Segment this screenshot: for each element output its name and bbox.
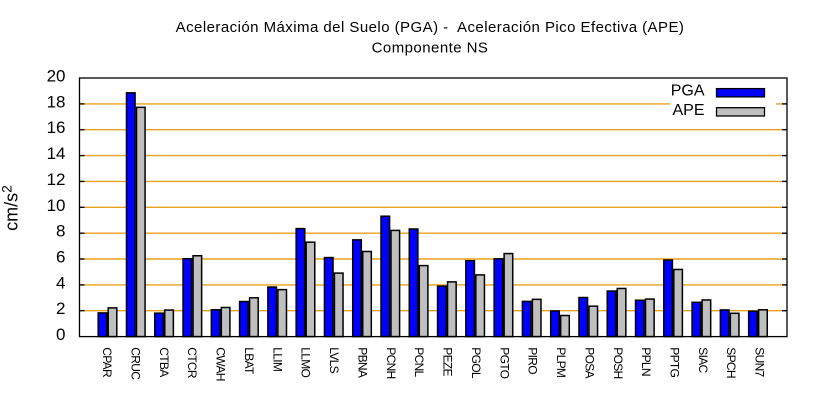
svg-text:CTBA: CTBA xyxy=(157,347,171,377)
svg-text:LVLS: LVLS xyxy=(327,347,341,373)
svg-text:PCNL: PCNL xyxy=(412,347,426,377)
svg-text:APE: APE xyxy=(672,102,704,119)
svg-text:SIAC: SIAC xyxy=(696,347,710,373)
svg-text:Componente NS: Componente NS xyxy=(372,39,489,56)
svg-text:PPTG: PPTG xyxy=(668,347,682,377)
svg-text:6: 6 xyxy=(56,248,65,267)
svg-text:CTCR: CTCR xyxy=(185,347,199,379)
svg-text:8: 8 xyxy=(56,222,65,241)
svg-text:PGTO: PGTO xyxy=(497,347,511,378)
svg-text:POSA: POSA xyxy=(582,347,596,378)
svg-text:PGA: PGA xyxy=(671,82,705,99)
svg-text:16: 16 xyxy=(47,118,66,137)
svg-text:LLMO: LLMO xyxy=(299,347,313,377)
svg-text:PPLN: PPLN xyxy=(639,347,653,376)
svg-text:PBNA: PBNA xyxy=(355,347,369,378)
svg-text:18: 18 xyxy=(47,92,66,111)
svg-text:PGOL: PGOL xyxy=(469,347,483,379)
svg-text:12: 12 xyxy=(47,170,66,189)
svg-text:14: 14 xyxy=(47,144,66,163)
svg-text:SPCH: SPCH xyxy=(724,347,738,378)
svg-text:10: 10 xyxy=(47,196,66,215)
svg-text:cm/s2: cm/s2 xyxy=(0,185,22,231)
svg-text:CRUC: CRUC xyxy=(128,347,142,380)
svg-text:2: 2 xyxy=(56,299,65,318)
svg-text:POSH: POSH xyxy=(611,347,625,378)
svg-text:20: 20 xyxy=(47,67,66,86)
svg-text:PCNH: PCNH xyxy=(384,347,398,378)
svg-text:LLIM: LLIM xyxy=(270,347,284,372)
svg-text:LBAT: LBAT xyxy=(242,347,256,375)
svg-text:PIRO: PIRO xyxy=(526,347,540,374)
svg-text:CWAH: CWAH xyxy=(214,347,228,380)
svg-text:SUN7: SUN7 xyxy=(753,347,767,377)
svg-text:PLPM: PLPM xyxy=(554,347,568,378)
svg-text:0: 0 xyxy=(56,325,65,344)
svg-text:CPAR: CPAR xyxy=(100,347,114,378)
svg-text:PEZE: PEZE xyxy=(441,347,455,376)
svg-text:Aceleración Máxima del Suelo (: Aceleración Máxima del Suelo (PGA) - Ace… xyxy=(176,19,685,36)
svg-text:4: 4 xyxy=(56,273,65,292)
